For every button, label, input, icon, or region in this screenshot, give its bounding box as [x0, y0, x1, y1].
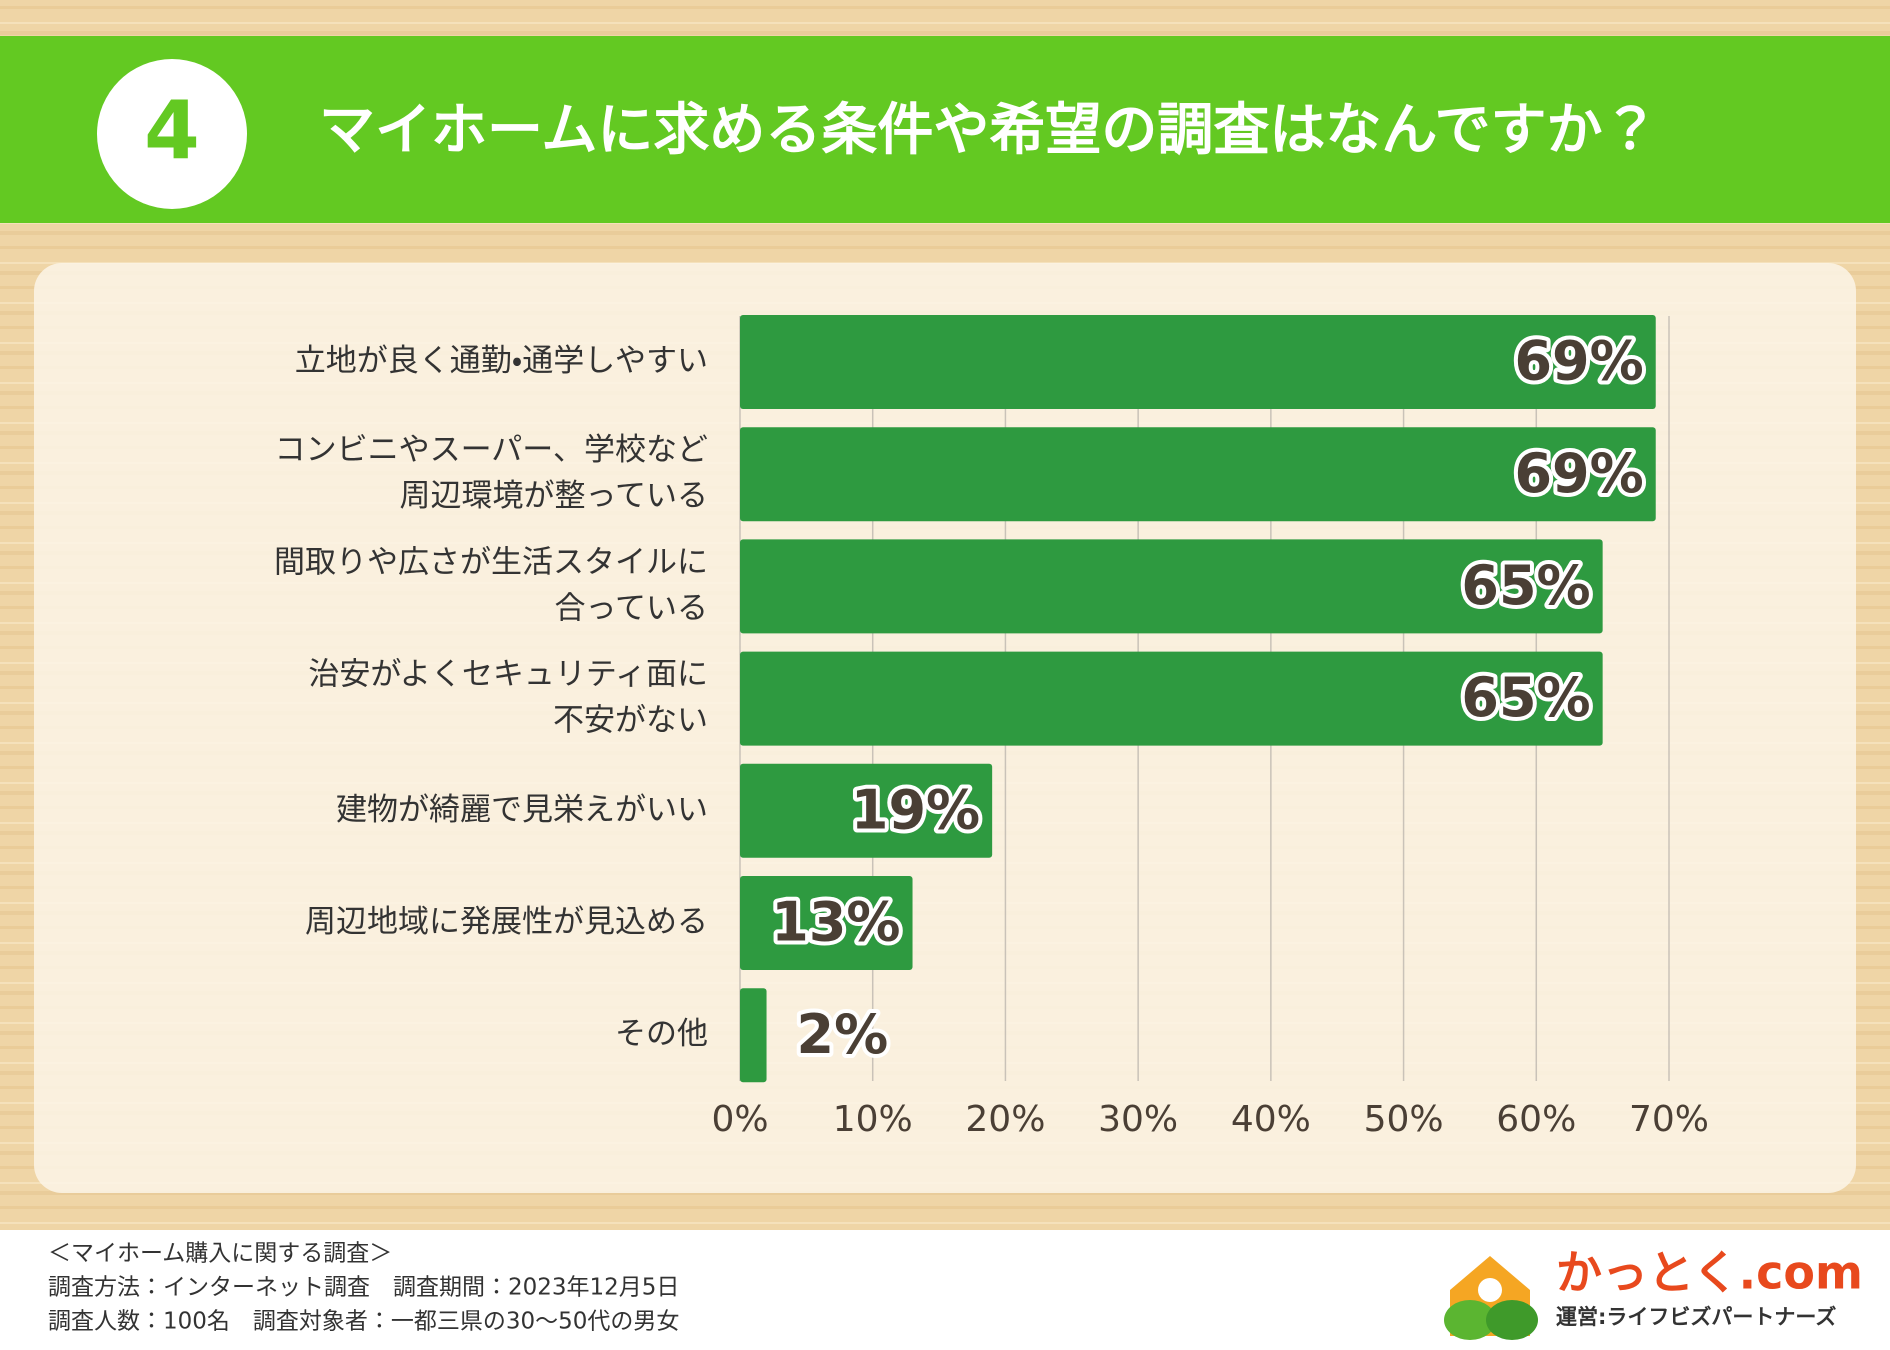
x-tick-label: 0% — [711, 1099, 768, 1140]
value-label: 65% — [1461, 666, 1590, 729]
y-tick-label: その他 — [615, 1016, 708, 1052]
y-tick-label: コンビニやスーパー、学校など周辺環境が整っている — [275, 432, 708, 514]
footer-line: 調査人数：100名 調査対象者：一都三県の30～50代の男女 — [48, 1309, 679, 1335]
y-tick-label: 立地が良く通勤・通学しやすい — [295, 343, 708, 379]
x-tick-label: 40% — [1231, 1099, 1311, 1140]
header-title: マイホームに求める条件や希望の調査はなんですか？ — [319, 98, 1659, 163]
bar — [740, 988, 767, 1083]
value-label: 65% — [1461, 554, 1590, 617]
y-tick-label: 治安がよくセキュリティ面に不安がない — [308, 656, 708, 738]
y-tick-label: 間取りや広さが生活スタイルに合っている — [274, 544, 708, 626]
value-label: 13% — [771, 891, 900, 954]
x-tick-label: 60% — [1496, 1099, 1576, 1140]
value-label: 69% — [1514, 330, 1643, 393]
x-tick-label: 30% — [1098, 1099, 1178, 1140]
bar — [740, 539, 1603, 634]
bar — [740, 763, 993, 858]
footer-band — [0, 1230, 1890, 1350]
y-tick-label: 建物が綺麗で見栄えがいい — [336, 791, 708, 827]
logo-icon — [1444, 1256, 1538, 1340]
x-tick-label: 20% — [965, 1099, 1045, 1140]
bar — [740, 876, 913, 970]
x-tick-label: 50% — [1364, 1099, 1444, 1140]
number-badge — [97, 59, 247, 209]
value-label: 69% — [1514, 442, 1643, 505]
value-label: 2% — [797, 1003, 889, 1066]
y-tick-label: 周辺地域に発展性が見込める — [305, 904, 708, 940]
header-band — [0, 36, 1890, 223]
x-tick-label: 10% — [833, 1099, 913, 1140]
bar — [740, 315, 1656, 409]
value-label: 19% — [851, 778, 980, 841]
logo-operator: 運営:ライフビズパートナーズ — [1556, 1305, 1836, 1329]
footer-line: 調査方法：インターネット調査 調査期間：2023年12月5日 — [48, 1275, 679, 1301]
bar — [740, 651, 1603, 746]
footer-line: ＜マイホーム購入に関する調査＞ — [48, 1241, 392, 1267]
logo-text: かっとく.com — [1556, 1246, 1863, 1300]
x-tick-label: 70% — [1629, 1099, 1709, 1140]
bar — [740, 427, 1656, 522]
header-number: 4 — [144, 84, 200, 177]
